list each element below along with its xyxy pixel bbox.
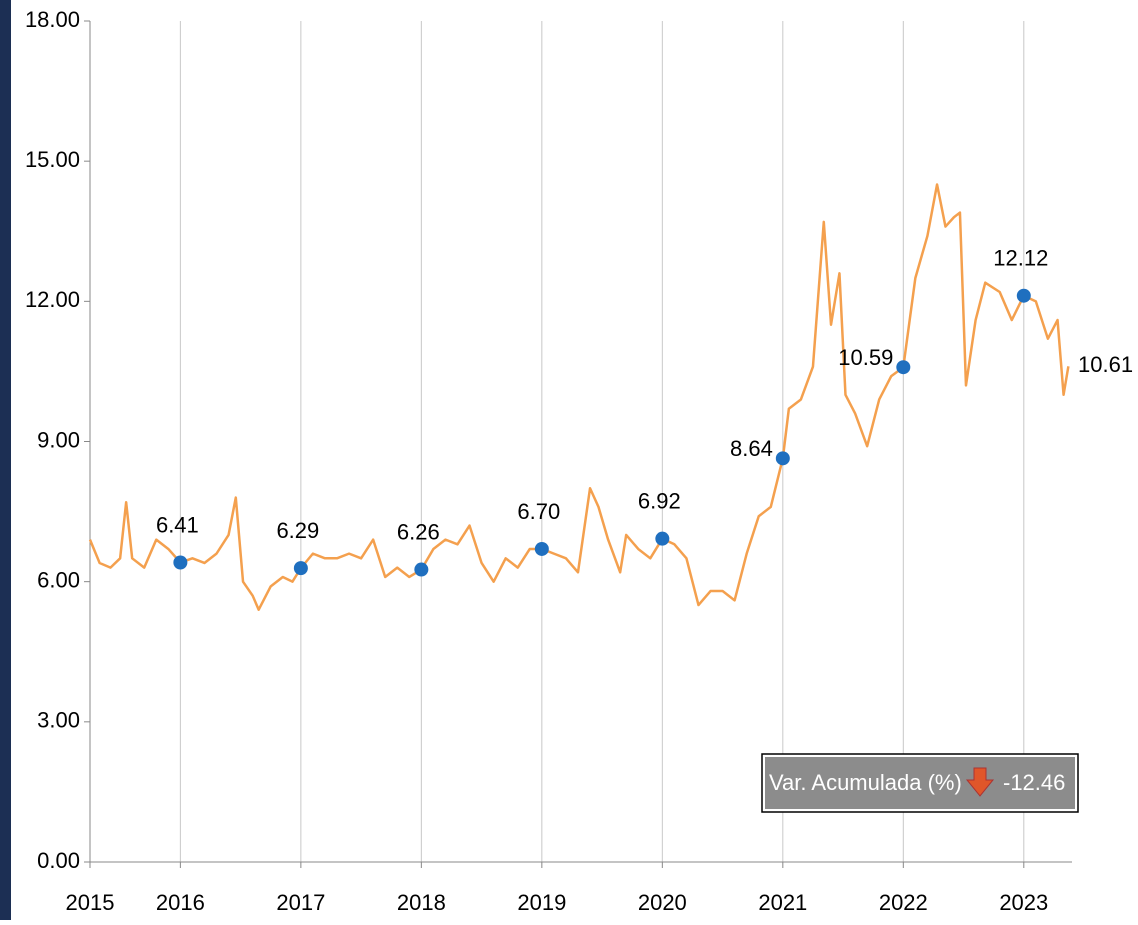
y-tick-label: 6.00 [37, 567, 80, 592]
x-tick-label: 2019 [517, 890, 566, 915]
point [534, 541, 549, 556]
down-arrow [965, 767, 995, 797]
y-tick-label: 3.00 [37, 708, 80, 733]
x-tick-label: 2015 [66, 890, 115, 915]
data-label: 6.41 [156, 512, 199, 537]
x-tick-label: 2021 [758, 890, 807, 915]
y-tick-label: 15.00 [25, 147, 80, 172]
data-label: 12.12 [993, 246, 1048, 271]
x-tick-label: 2017 [276, 890, 325, 915]
data-label: 6.26 [397, 519, 440, 544]
point [293, 561, 308, 576]
point [655, 531, 670, 546]
point [775, 451, 790, 466]
point [896, 360, 911, 375]
summary-label: Var. Acumulada (%) [769, 770, 962, 795]
x-tick-label: 2023 [999, 890, 1048, 915]
y-tick-label: 0.00 [37, 848, 80, 873]
x-tick-label: 2020 [638, 890, 687, 915]
x-tick-label: 2022 [879, 890, 928, 915]
x-tick-label: 2018 [397, 890, 446, 915]
y-tick-label: 18.00 [25, 7, 80, 32]
y-tick-label: 12.00 [25, 287, 80, 312]
summary-value: -12.46 [1003, 770, 1065, 795]
data-label: 10.59 [838, 345, 893, 370]
line [88, 183, 1070, 611]
y-tick-label: 9.00 [37, 427, 80, 452]
last-value-label: 10.61 [1078, 352, 1133, 377]
point [1016, 288, 1031, 303]
x-tick-label: 2016 [156, 890, 205, 915]
point [414, 562, 429, 577]
summary-inner [765, 757, 1075, 809]
data-label: 8.64 [730, 436, 773, 461]
point [173, 555, 188, 570]
data-label: 6.70 [517, 499, 560, 524]
side-stripe [0, 0, 11, 920]
data-label: 6.29 [276, 518, 319, 543]
data-label: 6.92 [638, 488, 681, 513]
